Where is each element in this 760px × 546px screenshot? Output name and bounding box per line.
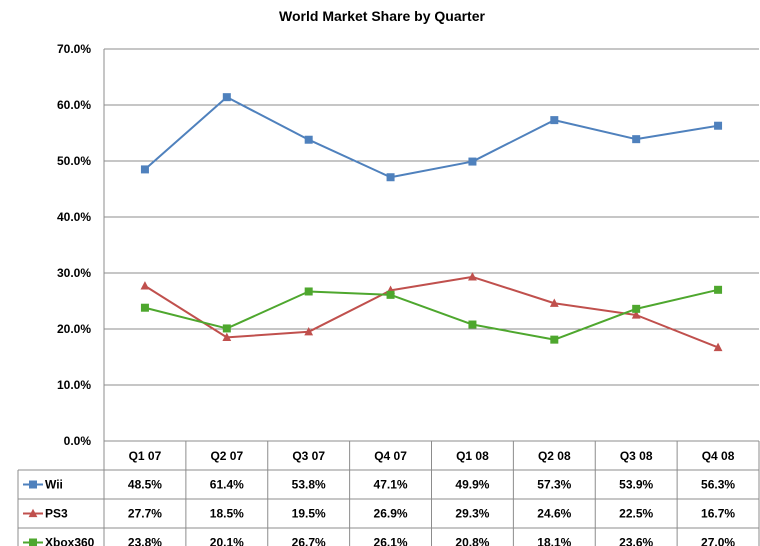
category-label: Q1 08 — [456, 449, 489, 463]
data-point — [222, 93, 231, 102]
y-tick-label: 30.0% — [57, 266, 91, 280]
table-cell-value: 18.1% — [537, 536, 571, 546]
table-cell-value: 18.5% — [210, 507, 244, 521]
y-tick-label: 0.0% — [64, 434, 92, 448]
table-cell-value: 27.7% — [128, 507, 162, 521]
table-cell-value: 20.8% — [455, 536, 489, 546]
category-label: Q4 07 — [374, 449, 407, 463]
data-point — [468, 320, 477, 329]
data-point — [386, 290, 395, 299]
y-tick-label: 20.0% — [57, 322, 91, 336]
table-cell-value: 47.1% — [374, 478, 408, 492]
data-point — [632, 304, 641, 313]
series-line — [144, 288, 719, 341]
table-cell-value: 48.5% — [128, 478, 162, 492]
table-cell-value: 23.8% — [128, 536, 162, 546]
data-point — [468, 157, 477, 166]
table-cell-value: 24.6% — [537, 507, 571, 521]
data-point — [140, 303, 149, 312]
series-line — [144, 96, 719, 179]
data-table: Q1 07 Q2 07 Q3 07 Q4 07 Q1 08 Q2 08 Q3 08 Q4 08… — [17, 440, 760, 546]
category-label: Q2 07 — [210, 449, 243, 463]
y-tick-label: 60.0% — [57, 98, 91, 112]
data-point — [631, 310, 641, 319]
table-cell-value: 26.1% — [374, 536, 408, 546]
table-cell-value: 26.7% — [292, 536, 326, 546]
legend-key-marker — [28, 508, 38, 518]
table-cell-value: 23.6% — [619, 536, 653, 546]
series-wii — [140, 93, 723, 182]
data-point — [714, 285, 723, 294]
table-cell-value: 53.8% — [292, 478, 326, 492]
gridlines — [103, 48, 759, 441]
table-cell-value: 56.3% — [701, 478, 735, 492]
category-label: Q3 07 — [292, 449, 325, 463]
table-cell-value: 22.5% — [619, 507, 653, 521]
table-cell-value: 26.9% — [374, 507, 408, 521]
series-xbox360 — [140, 285, 723, 344]
data-point — [632, 135, 641, 144]
table-cell-value: 29.3% — [455, 507, 489, 521]
y-tick-label: 50.0% — [57, 154, 91, 168]
series-lines — [140, 93, 723, 352]
legend-key-marker — [29, 480, 37, 489]
chart-title: World Market Share by Quarter — [279, 8, 485, 24]
table-cell-value: 16.7% — [701, 507, 735, 521]
category-label: Q1 07 — [129, 449, 162, 463]
data-point — [713, 342, 723, 352]
table-cell-value: 19.5% — [292, 507, 326, 521]
legend-entry: Wii — [45, 478, 63, 492]
category-label: Q2 08 — [538, 449, 571, 463]
table-cell-value: 27.0% — [701, 536, 735, 546]
y-tick-label: 40.0% — [57, 210, 91, 224]
data-point — [304, 135, 313, 144]
y-tick-label: 10.0% — [57, 378, 91, 392]
table-cell-value: 61.4% — [210, 478, 244, 492]
data-point — [714, 121, 723, 130]
data-point — [550, 335, 559, 344]
data-point — [386, 173, 395, 182]
y-axis-ticks: 0.0% 10.0% 20.0% 30.0% 40.0% 50.0% 60.0% 70.0% — [57, 42, 91, 448]
legend-key-marker — [29, 538, 37, 546]
category-label: Q3 08 — [620, 449, 653, 463]
table-cell-value: 53.9% — [619, 478, 653, 492]
data-point — [140, 165, 149, 174]
data-point — [140, 281, 150, 290]
table-cell-value: 20.1% — [210, 536, 244, 546]
legend-entry: Xbox360 — [45, 536, 95, 546]
data-point — [468, 272, 477, 281]
table-cell-value: 49.9% — [455, 478, 489, 492]
y-tick-label: 70.0% — [57, 42, 91, 56]
data-point — [304, 327, 314, 336]
table-cell-value: 57.3% — [537, 478, 571, 492]
series-line — [144, 275, 719, 349]
category-label: Q4 08 — [702, 449, 735, 463]
data-point — [222, 324, 231, 333]
data-point — [222, 332, 232, 341]
data-point — [549, 298, 559, 307]
data-point — [304, 287, 313, 296]
legend-entry: PS3 — [45, 507, 68, 521]
data-point — [550, 116, 559, 125]
